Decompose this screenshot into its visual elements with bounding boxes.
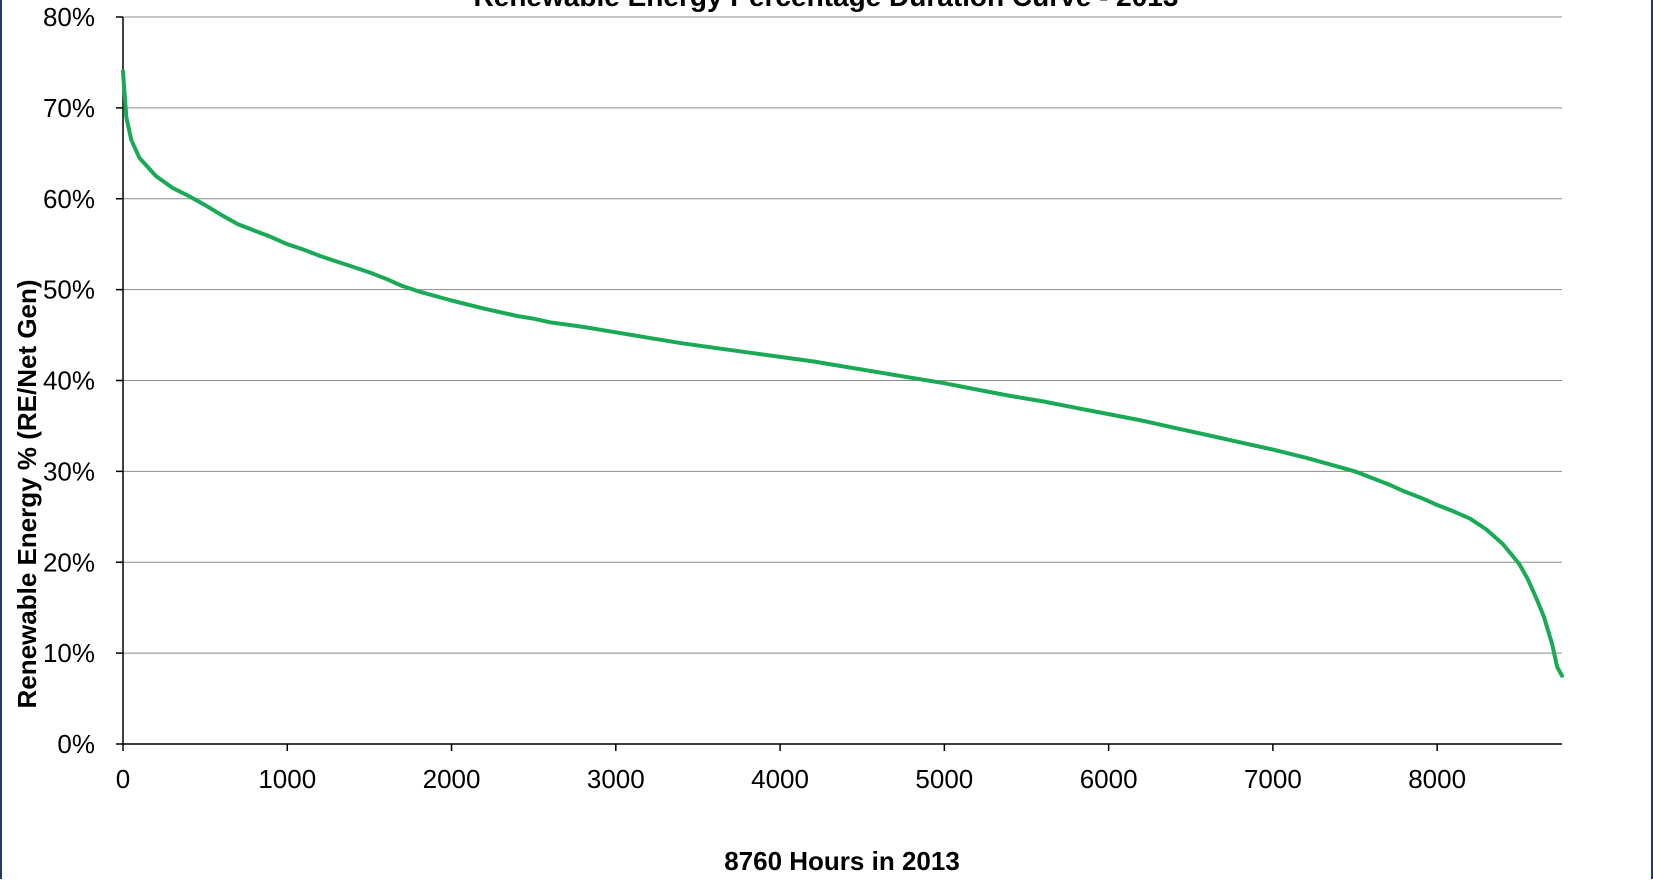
x-axis-title: 8760 Hours in 2013 bbox=[724, 846, 960, 876]
y-tick-label: 70% bbox=[43, 93, 95, 123]
y-tick-label: 40% bbox=[43, 366, 95, 396]
x-tick-label: 5000 bbox=[915, 764, 973, 794]
gridlines bbox=[123, 16, 1562, 654]
x-tick-label: 4000 bbox=[751, 764, 809, 794]
chart-title: Renewable Energy Percentage Duration Cur… bbox=[474, 0, 1179, 12]
x-tick-label: 1000 bbox=[258, 764, 316, 794]
y-tick-label: 50% bbox=[43, 275, 95, 305]
x-tick-label: 0 bbox=[116, 764, 130, 794]
x-tick-label: 7000 bbox=[1244, 764, 1302, 794]
series-line bbox=[121, 69, 1564, 678]
x-tick-label: 8000 bbox=[1408, 764, 1466, 794]
y-axis-title: Renewable Energy % (RE/Net Gen) bbox=[12, 279, 42, 708]
y-tick-label: 80% bbox=[43, 2, 95, 32]
frame-right-edge bbox=[1651, 0, 1653, 879]
y-tick-label: 10% bbox=[43, 638, 95, 668]
y-tick-label: 60% bbox=[43, 184, 95, 214]
x-tick-label: 3000 bbox=[587, 764, 645, 794]
frame-left-edge bbox=[0, 0, 2, 879]
x-tick-label: 6000 bbox=[1080, 764, 1138, 794]
x-tick-label: 2000 bbox=[423, 764, 481, 794]
axes bbox=[116, 16, 1562, 751]
y-tick-label: 30% bbox=[43, 456, 95, 486]
y-tick-label: 20% bbox=[43, 547, 95, 577]
tick-labels: 0% 10% 20% 30% 40% 50% 60% 70% 80% 0 1000 2000 3000 4… bbox=[43, 2, 1466, 794]
series-layer bbox=[121, 69, 1564, 678]
y-tick-label: 0% bbox=[57, 729, 95, 759]
